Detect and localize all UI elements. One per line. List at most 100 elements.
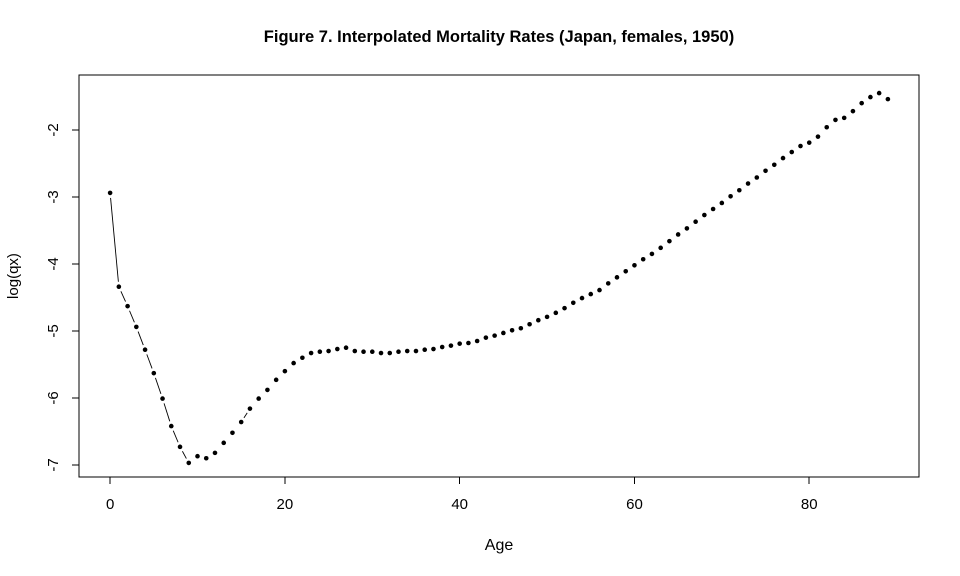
data-point xyxy=(702,212,707,218)
data-point xyxy=(448,343,454,348)
y-axis-tick-label: -3 xyxy=(45,190,62,203)
data-point xyxy=(457,341,462,346)
data-point xyxy=(212,450,218,456)
data-point xyxy=(238,419,244,425)
data-point xyxy=(387,350,393,356)
data-point xyxy=(544,314,550,320)
x-axis-tick-label: 80 xyxy=(801,496,818,513)
data-point xyxy=(850,108,856,114)
data-point xyxy=(195,453,200,459)
data-point xyxy=(562,305,567,311)
data-point xyxy=(876,90,882,96)
data-point xyxy=(352,348,358,354)
data-point xyxy=(605,281,611,286)
data-point xyxy=(291,360,296,366)
data-point xyxy=(265,387,270,393)
data-point xyxy=(483,335,489,340)
data-point xyxy=(536,317,541,323)
data-point xyxy=(798,143,803,149)
connector-segment xyxy=(120,291,126,302)
x-axis-tick-label: 60 xyxy=(626,496,643,513)
data-point xyxy=(282,368,288,374)
data-point xyxy=(719,200,725,206)
data-point xyxy=(527,321,532,327)
data-point xyxy=(501,330,506,336)
data-point xyxy=(623,269,629,274)
data-point xyxy=(230,430,235,436)
data-point xyxy=(335,346,340,352)
data-point xyxy=(693,219,698,225)
data-point xyxy=(404,348,410,354)
data-point xyxy=(754,175,760,180)
data-point xyxy=(737,187,742,193)
data-point xyxy=(343,345,349,350)
data-point xyxy=(369,349,375,355)
data-point xyxy=(745,181,751,186)
data-point xyxy=(579,295,585,301)
data-point xyxy=(789,149,795,155)
data-point xyxy=(868,94,873,100)
y-axis-tick-label: -6 xyxy=(45,391,62,404)
data-point xyxy=(518,325,524,331)
connector-segment xyxy=(172,430,179,443)
data-point xyxy=(134,324,139,330)
data-point xyxy=(658,245,663,251)
data-point xyxy=(509,327,515,333)
data-point xyxy=(833,117,838,123)
data-point xyxy=(116,284,122,290)
connector-segment xyxy=(137,331,144,346)
data-point xyxy=(361,349,366,355)
connector-segment xyxy=(110,197,119,282)
data-point xyxy=(649,251,655,257)
data-point xyxy=(570,300,576,306)
data-point xyxy=(326,348,331,354)
data-point xyxy=(203,455,209,461)
data-point xyxy=(273,377,279,383)
y-axis-tick-label: -5 xyxy=(45,324,62,337)
data-point xyxy=(632,262,637,268)
connector-segment xyxy=(163,403,171,422)
data-point xyxy=(806,140,812,145)
data-point xyxy=(597,287,602,293)
data-point xyxy=(177,444,183,450)
data-point xyxy=(553,310,559,316)
data-point xyxy=(160,396,165,401)
y-axis-tick-label: -7 xyxy=(45,458,62,471)
data-point xyxy=(771,162,777,168)
data-point xyxy=(824,124,830,130)
data-point xyxy=(474,338,480,344)
data-point xyxy=(466,340,471,346)
data-point xyxy=(492,333,497,338)
x-axis-tick-label: 40 xyxy=(451,496,468,513)
data-point xyxy=(168,423,174,429)
connector-segment xyxy=(243,412,248,419)
connector-segment xyxy=(129,310,135,323)
data-point xyxy=(815,134,821,139)
data-point xyxy=(675,232,681,237)
data-point xyxy=(885,96,891,102)
connector-segment xyxy=(182,451,187,459)
data-point xyxy=(186,460,192,466)
data-point xyxy=(422,347,428,353)
data-point xyxy=(107,190,113,196)
data-point xyxy=(841,115,847,121)
data-point xyxy=(125,303,130,309)
x-axis-title: Age xyxy=(484,537,514,554)
data-point xyxy=(247,406,253,411)
data-point xyxy=(308,350,314,356)
chart-title: Figure 7. Interpolated Mortality Rates (… xyxy=(263,28,735,46)
data-point xyxy=(256,396,261,401)
data-point xyxy=(142,347,148,353)
data-point xyxy=(317,349,323,355)
data-point xyxy=(151,370,157,376)
data-point xyxy=(780,155,786,161)
data-point xyxy=(378,350,384,356)
data-point xyxy=(413,348,419,354)
data-point xyxy=(221,440,227,446)
connector-segment xyxy=(155,377,162,395)
plot-border xyxy=(78,74,920,478)
data-point xyxy=(763,168,768,174)
x-axis-tick-label: 0 xyxy=(106,496,114,513)
